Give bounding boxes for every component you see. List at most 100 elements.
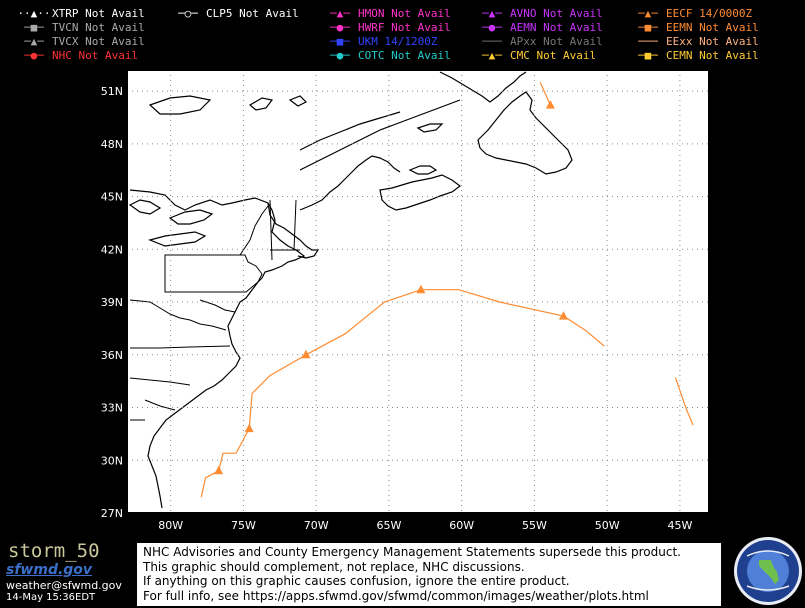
track-marker-triangle-icon <box>244 423 254 433</box>
model-legend: ··▲··XTRP Not Avail ─○─ CLP5 Not Avail ─▲─ H… <box>0 0 805 70</box>
lon-tick-label: 75W <box>231 519 256 532</box>
legend-label: HWRF <box>358 21 385 34</box>
lon-tick-label: 45W <box>667 519 692 532</box>
legend-status: Not Avail <box>232 7 299 20</box>
legend-label: EECF <box>666 7 693 20</box>
square-icon: ─■─ <box>638 21 658 34</box>
triangle-icon: ─▲─ <box>24 35 44 48</box>
legend-item-eecf: ─▲─ EECF 14/0000Z <box>630 7 752 20</box>
circle-icon: ─●─ <box>24 49 44 62</box>
legend-status: Not Avail <box>692 49 759 62</box>
legend-item-cotc: ─●─ COTC Not Avail <box>322 49 451 62</box>
circle-icon: ─●─ <box>482 21 502 34</box>
triangle-icon: ─▲─ <box>482 7 502 20</box>
legend-item-aemn: ─●─ AEMN Not Avail <box>474 21 603 34</box>
state-borders <box>129 199 300 421</box>
legend-label: AVNO <box>510 7 537 20</box>
lat-tick-label: 39N <box>101 296 123 309</box>
legend-item-tvcx: ─▲─ TVCX Not Avail <box>16 35 145 48</box>
disclaimer-line: If anything on this graphic causes confu… <box>143 574 570 588</box>
legend-item-cemn: ─■─ CEMN Not Avail <box>630 49 759 62</box>
square-icon: ─■─ <box>638 49 658 62</box>
legend-label: TVCX <box>52 35 79 48</box>
legend-item-avno: ─▲─ AVNO Not Avail <box>474 7 603 20</box>
legend-label: APxx <box>510 35 537 48</box>
circle-line-icon: ─○─ <box>178 7 198 20</box>
legend-status: Not Avail <box>78 21 145 34</box>
lat-tick-label: 30N <box>101 454 123 467</box>
lon-tick-label: 80W <box>158 519 183 532</box>
legend-label: CEMN <box>666 49 693 62</box>
legend-status: 14/1200Z <box>377 35 438 48</box>
legend-label: HMON <box>358 7 385 20</box>
legend-item-apxx: ─── APxx Not Avail <box>474 35 603 48</box>
triangle-icon: ─▲─ <box>638 7 658 20</box>
legend-status: Not Avail <box>536 21 603 34</box>
legend-item-clp5: ─○─ CLP5 Not Avail <box>170 7 299 20</box>
lon-tick-label: 70W <box>304 519 329 532</box>
disclaimer-line: This graphic should complement, not repl… <box>143 559 525 574</box>
lon-tick-label: 65W <box>376 519 401 532</box>
track-marker-triangle-icon <box>545 100 555 109</box>
map-frame-border <box>126 69 710 514</box>
legend-item-nhc: ─●─ NHC Not Avail <box>16 49 138 62</box>
coastline <box>128 71 573 509</box>
legend-label: COTC <box>358 49 385 62</box>
lat-tick-label: 48N <box>101 138 123 151</box>
legend-label: NHC <box>52 49 72 62</box>
triangle-icon: ─▲─ <box>330 7 350 20</box>
legend-item-hwrf: ─●─ HWRF Not Avail <box>322 21 451 34</box>
lat-tick-label: 42N <box>101 243 123 256</box>
track-line-eecf <box>539 82 551 106</box>
legend-item-hmon: ─▲─ HMON Not Avail <box>322 7 451 20</box>
legend-status: Not Avail <box>78 7 145 20</box>
track-line-eecf <box>674 377 694 426</box>
legend-status: Not Avail <box>536 35 603 48</box>
legend-item-ukm: ─■─ UKM 14/1200Z <box>322 35 437 48</box>
legend-item-tvcn: ─■─ TVCN Not Avail <box>16 21 145 34</box>
circle-icon: ─●─ <box>330 49 350 62</box>
track-marker-triangle-icon <box>416 284 426 294</box>
legend-status: Not Avail <box>384 21 451 34</box>
lat-tick-label: 36N <box>101 349 123 362</box>
axis-labels: 80W 75W 70W 65W 60W 55W 50W 45W 51N 48N 45N 42N 39N 3… <box>101 85 693 532</box>
legend-status: Not Avail <box>529 49 597 62</box>
legend-item-cmc: ─▲─ CMC Not Avail <box>474 49 596 62</box>
lat-tick-label: 51N <box>101 85 123 98</box>
legend-label: EExx <box>666 35 693 48</box>
triangle-icon: ─▲─ <box>482 49 502 62</box>
line-icon: ─── <box>638 35 658 48</box>
disclaimer-line: NHC Advisories and County Emergency Mana… <box>143 545 681 559</box>
lat-tick-label: 33N <box>101 402 123 415</box>
legend-label: AEMN <box>510 21 537 34</box>
timestamp: 14-May 15:36EDT <box>6 592 96 603</box>
lon-tick-label: 55W <box>522 519 547 532</box>
legend-item-eexx: ─── EExx Not Avail <box>630 35 759 48</box>
model-tracks <box>200 82 694 498</box>
track-marker-triangle-icon <box>214 465 224 475</box>
legend-status: Not Avail <box>536 7 603 20</box>
legend-item-xtrp: ··▲··XTRP Not Avail <box>16 7 145 20</box>
dotted-triangle-icon: ··▲·· <box>17 7 51 20</box>
legend-status: Not Avail <box>78 35 145 48</box>
lat-tick-label: 27N <box>101 507 123 520</box>
circle-icon: ─●─ <box>330 21 350 34</box>
sfwmd-logo[interactable]: sfwmd.gov <box>6 562 93 578</box>
legend-status: Not Avail <box>384 49 451 62</box>
legend-status: Not Avail <box>692 21 759 34</box>
legend-label: TVCN <box>52 21 79 34</box>
legend-label: UKM <box>358 35 378 48</box>
legend-label: EEMN <box>666 21 693 34</box>
disclaimer-line[interactable]: For full info, see https://apps.sfwmd.go… <box>143 588 649 603</box>
contact-email[interactable]: weather@sfwmd.gov <box>6 579 122 592</box>
legend-status: Not Avail <box>692 35 759 48</box>
line-icon: ─── <box>482 35 502 48</box>
lon-tick-label: 60W <box>449 519 474 532</box>
legend-label: CLP5 <box>206 7 233 20</box>
lon-tick-label: 50W <box>595 519 620 532</box>
storm-id: storm_50 <box>8 540 100 562</box>
legend-status: 14/0000Z <box>692 7 753 20</box>
legend-status: Not Avail <box>384 7 451 20</box>
square-icon: ─■─ <box>24 21 44 34</box>
